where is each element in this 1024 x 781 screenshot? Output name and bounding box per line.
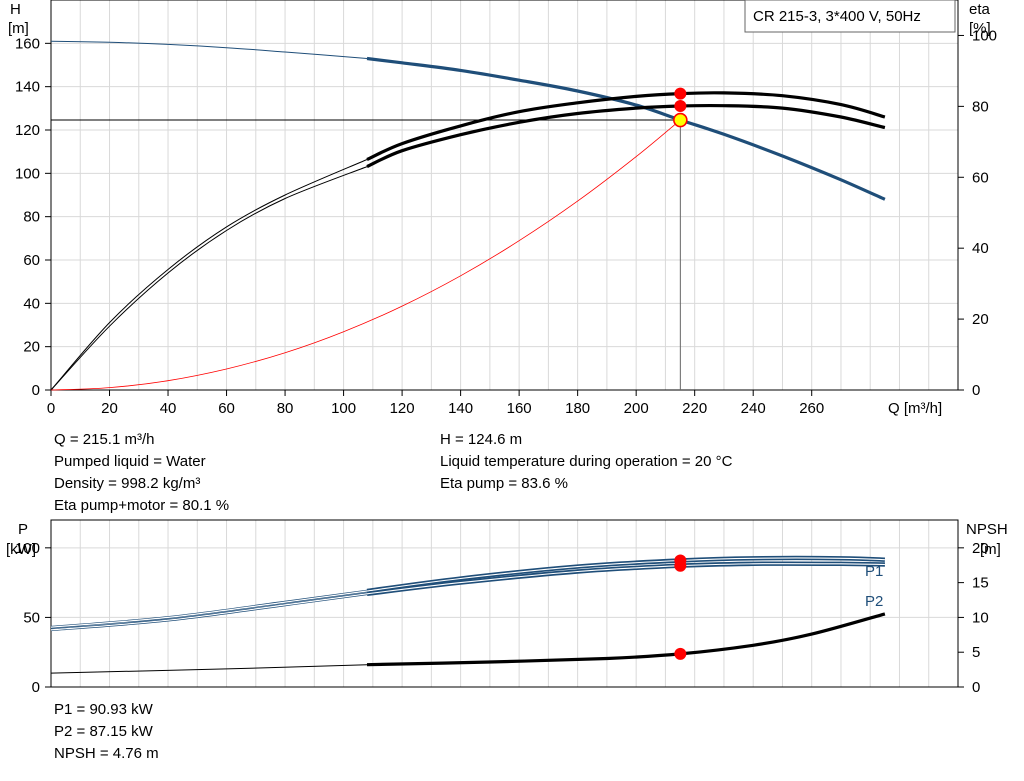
power-info: P1 = 90.93 kW P2 = 87.15 kW NPSH = 4.76 … bbox=[54, 699, 159, 765]
top-left-axis-label-line1: H bbox=[10, 1, 21, 18]
bottom-P1-curve-inner bbox=[50, 590, 368, 628]
top-left-tick-label: 40 bbox=[23, 295, 40, 312]
bottom-NPSH-curve-bold bbox=[366, 612, 886, 667]
x-tick-label: 60 bbox=[218, 400, 235, 417]
top-right-tick-label: 40 bbox=[972, 240, 989, 257]
bottom-NPSH-curve-thin bbox=[50, 664, 368, 674]
x-tick-label: 220 bbox=[682, 400, 707, 417]
top-eta_pump_motor-curve-bold bbox=[366, 103, 886, 169]
bottom-chart-ticks: 0 50 100 0 5 10 15 20 bbox=[15, 540, 989, 696]
top-right-tick-label: 0 bbox=[972, 382, 980, 399]
top-chart-frame bbox=[50, 0, 959, 391]
bottom-right-tick-label: 15 bbox=[972, 575, 989, 592]
duty-point-marker bbox=[673, 112, 688, 128]
p2-curve-label: P2 bbox=[865, 593, 883, 610]
top-left-tick-label: 80 bbox=[23, 209, 40, 226]
info-flow: Q = 215.1 m³/h bbox=[54, 431, 155, 448]
info-p2: P2 = 87.15 kW bbox=[54, 723, 153, 740]
top-left-tick-label: 160 bbox=[15, 35, 40, 52]
bottom-left-axis-label-line1: P bbox=[18, 521, 28, 538]
bottom-right-tick-label: 20 bbox=[972, 540, 989, 557]
top-left-tick-label: 20 bbox=[23, 339, 40, 356]
bottom-left-tick-label: 0 bbox=[32, 679, 40, 696]
npsh-marker bbox=[674, 647, 687, 660]
bottom-P1-curve-bold-inner bbox=[366, 557, 885, 592]
top-chart-duty-markers bbox=[673, 87, 688, 128]
bottom-right-tick-label: 0 bbox=[972, 679, 980, 696]
eta-pump-marker bbox=[674, 87, 687, 100]
top-H-curve-bold bbox=[366, 56, 886, 201]
info-pumped-liquid: Pumped liquid = Water bbox=[54, 453, 206, 470]
top-right-tick-label: 100 bbox=[972, 27, 997, 44]
duty-info-left: Q = 215.1 m³/h Pumped liquid = Water Den… bbox=[54, 429, 229, 517]
x-tick-label: 20 bbox=[101, 400, 118, 417]
bottom-right-axis-label-line1: NPSH bbox=[966, 521, 1008, 538]
eta-pump-motor-marker bbox=[674, 100, 687, 113]
top-left-tick-label: 140 bbox=[15, 79, 40, 96]
chart-title-box bbox=[744, 0, 956, 33]
top-right-axis-label-line2: [%] bbox=[969, 20, 991, 37]
top-chart-grid bbox=[51, 0, 958, 390]
info-eta-pump-motor: Eta pump+motor = 80.1 % bbox=[54, 497, 230, 514]
bottom-P2-curve-bold-inner bbox=[366, 563, 885, 595]
x-tick-label: 140 bbox=[448, 400, 473, 417]
info-liquid-temperature: Liquid temperature during operation = 20… bbox=[440, 453, 733, 470]
top-eta_pump-curve-thin bbox=[50, 159, 368, 391]
p2-marker bbox=[674, 559, 687, 572]
bottom-chart-frame bbox=[50, 519, 959, 688]
top-chart-curves bbox=[50, 40, 886, 391]
top-left-tick-label: 60 bbox=[23, 252, 40, 269]
top-H-curve-thin bbox=[50, 40, 368, 59]
info-density: Density = 998.2 kg/m³ bbox=[54, 475, 201, 492]
top-eta_pump_motor-curve-thin bbox=[50, 166, 368, 391]
info-p1: P1 = 90.93 kW bbox=[54, 701, 153, 718]
info-npsh: NPSH = 4.76 m bbox=[54, 745, 159, 762]
top-right-tick-label: 60 bbox=[972, 169, 989, 186]
x-tick-label: 120 bbox=[390, 400, 415, 417]
x-axis-label: Q [m³/h] bbox=[888, 400, 942, 417]
x-tick-label: 180 bbox=[565, 400, 590, 417]
chart-title: CR 215-3, 3*400 V, 50Hz bbox=[753, 8, 921, 25]
top-right-tick-label: 20 bbox=[972, 311, 989, 328]
bottom-P2-curve-inner bbox=[50, 593, 368, 631]
top-right-axis-label-line1: eta bbox=[969, 1, 991, 18]
bottom-left-axis-label-line2: [kW] bbox=[6, 541, 36, 558]
x-tick-label: 160 bbox=[507, 400, 532, 417]
top-left-tick-label: 100 bbox=[15, 165, 40, 182]
bottom-left-tick-label: 100 bbox=[15, 540, 40, 557]
x-tick-label: 100 bbox=[331, 400, 356, 417]
top-left-tick-label: 0 bbox=[32, 382, 40, 399]
bottom-P1-curve-outline bbox=[50, 589, 368, 629]
info-head: H = 124.6 m bbox=[440, 431, 523, 448]
top-system-curve bbox=[50, 119, 681, 391]
bottom-chart-curves bbox=[50, 555, 886, 674]
x-tick-label: 260 bbox=[799, 400, 824, 417]
top-left-tick-label: 120 bbox=[15, 122, 40, 139]
x-tick-label: 240 bbox=[741, 400, 766, 417]
x-tick-label: 80 bbox=[277, 400, 294, 417]
bottom-chart-grid bbox=[51, 520, 958, 687]
p1-curve-label: P1 bbox=[865, 563, 883, 580]
info-eta-pump: Eta pump = 83.6 % bbox=[440, 475, 568, 492]
bottom-chart-duty-markers bbox=[674, 554, 687, 660]
bottom-left-tick-label: 50 bbox=[23, 609, 40, 626]
bottom-right-tick-label: 5 bbox=[972, 644, 980, 661]
x-tick-label: 200 bbox=[624, 400, 649, 417]
x-tick-label: 0 bbox=[47, 400, 55, 417]
x-tick-label: 40 bbox=[160, 400, 177, 417]
bottom-right-tick-label: 10 bbox=[972, 609, 989, 626]
top-chart-ticks: 0 20 40 60 80 100 120 140 160 180 200 220 240 2600204… bbox=[15, 27, 997, 417]
duty-info-right: H = 124.6 m Liquid temperature during op… bbox=[440, 429, 732, 495]
top-right-tick-label: 80 bbox=[972, 98, 989, 115]
bottom-right-axis-label-line2: [m] bbox=[980, 541, 1001, 558]
top-left-axis-label-line2: [m] bbox=[8, 20, 29, 37]
top-eta_pump-curve-bold bbox=[366, 91, 886, 161]
